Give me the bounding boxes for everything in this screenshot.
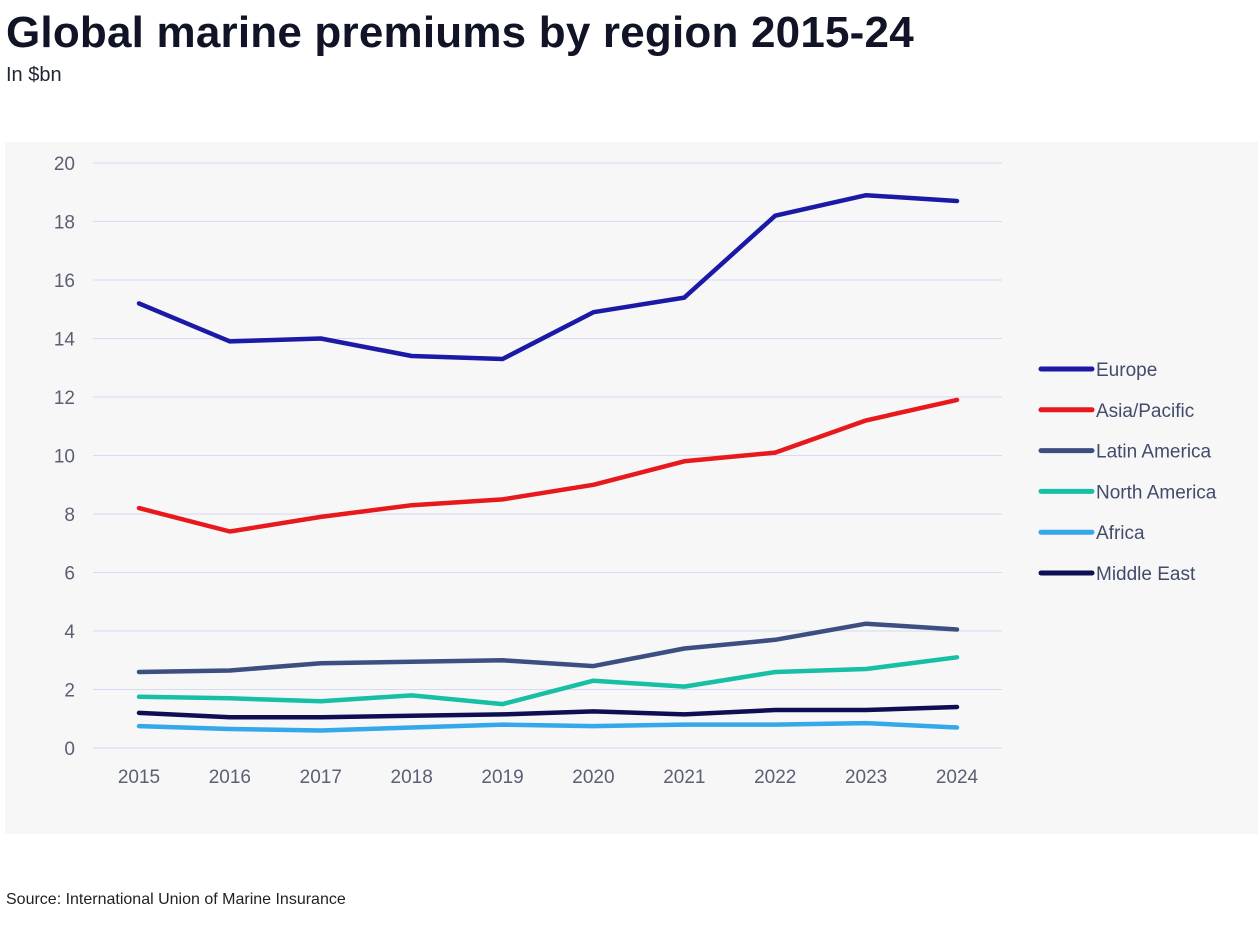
legend-label: Latin America	[1096, 442, 1212, 463]
x-tick-label: 2017	[300, 767, 342, 788]
x-tick-label: 2019	[481, 767, 523, 788]
series-line-europe	[136, 192, 960, 362]
y-tick-label: 4	[64, 622, 75, 643]
x-tick-label: 2020	[572, 767, 614, 788]
legend-label: Asia/Pacific	[1096, 401, 1194, 422]
y-axis: 0 2 4 6 8 10 12 14 16 18 20	[54, 154, 76, 760]
series-line-middle-east	[136, 704, 960, 720]
x-tick-label: 2023	[845, 767, 887, 788]
y-tick-label: 10	[54, 447, 75, 468]
series-line-africa	[136, 720, 960, 733]
series-lines	[136, 192, 960, 733]
gridlines	[93, 162, 1002, 749]
y-tick-label: 14	[54, 330, 76, 351]
x-tick-label: 2022	[754, 767, 796, 788]
y-tick-label: 18	[54, 213, 75, 234]
legend-label: North America	[1096, 482, 1217, 503]
y-tick-label: 12	[54, 388, 75, 409]
legend-label: Europe	[1096, 360, 1157, 381]
x-tick-label: 2016	[209, 767, 251, 788]
series-line-asia-pacific	[136, 397, 960, 534]
y-tick-label: 20	[54, 154, 75, 175]
y-tick-label: 16	[54, 271, 75, 292]
legend: Europe Asia/Pacific Latin America North Ame…	[1038, 360, 1217, 585]
legend-label: Africa	[1096, 523, 1145, 544]
x-tick-label: 2015	[118, 767, 160, 788]
chart-subtitle: In $bn	[6, 64, 62, 86]
chart-title: Global marine premiums by region 2015-24	[6, 8, 914, 57]
x-tick-label: 2024	[936, 767, 979, 788]
y-tick-label: 8	[64, 505, 75, 526]
series-line-latin-america	[136, 621, 960, 675]
legend-label: Middle East	[1096, 564, 1196, 585]
y-tick-label: 6	[64, 564, 75, 585]
series-line-north-america	[136, 655, 960, 707]
source-note: Source: International Union of Marine In…	[6, 891, 346, 908]
x-axis: 2015 2016 2017 2018 2019 2020 2021 2022 2023 2024	[118, 767, 979, 788]
x-tick-label: 2021	[663, 767, 705, 788]
x-tick-label: 2018	[391, 767, 433, 788]
y-tick-label: 2	[64, 681, 75, 702]
y-tick-label: 0	[64, 739, 75, 760]
